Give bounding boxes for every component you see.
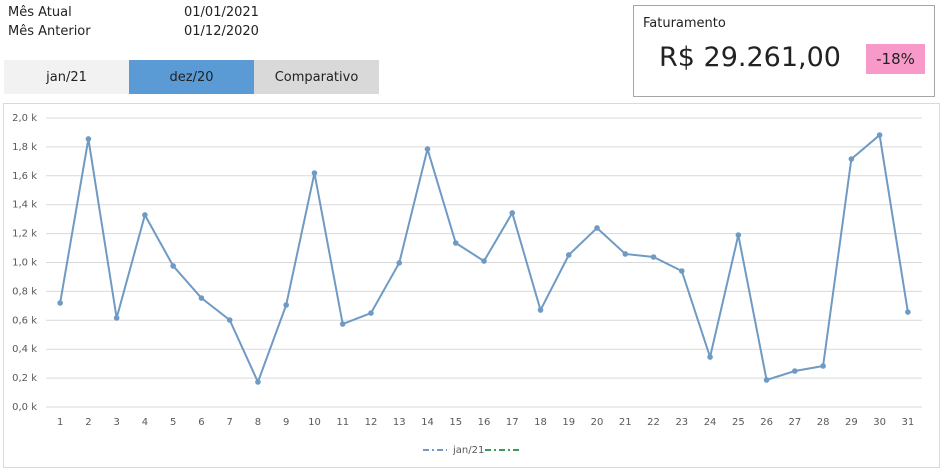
x-tick-label: 26 [760,417,773,428]
point [311,170,318,176]
y-tick-label: 1,6 k [12,171,37,182]
x-tick-label: 3 [113,417,119,428]
x-tick-label: 21 [619,417,632,428]
x-tick-label: 9 [283,417,289,428]
point [368,310,374,316]
point [876,132,883,138]
y-tick-label: 0,0 k [12,402,37,413]
y-tick-label: 2,0 k [12,113,37,124]
x-tick-label: 16 [478,417,491,428]
value: 01/12/2020 [184,24,259,39]
y-tick-label: 0,8 k [12,286,37,297]
y-tick-label: 0,2 k [12,373,37,384]
point [283,302,289,308]
point [142,212,148,218]
x-tick-label: 12 [365,417,378,428]
x-tick-label: 6 [198,417,204,428]
legend-label: jan/21 [452,445,484,456]
x-tick-label: 18 [534,417,547,428]
point [396,260,403,266]
point [565,252,572,258]
point [735,232,742,238]
point [226,317,233,323]
x-tick-label: 2 [85,417,91,428]
button[interactable]: Comparativo [254,60,379,94]
x-tick-label: 7 [226,417,232,428]
chart-frame [3,103,940,468]
x-tick-label: 24 [704,417,717,428]
point [198,295,205,301]
x-tick-label: 1 [57,417,63,428]
point [707,354,713,360]
x-tick-label: 15 [449,417,462,428]
point [594,225,600,231]
x-tick-label: 30 [873,417,886,428]
point [679,268,685,274]
point [650,254,657,260]
kpi-change: -18% [866,44,925,74]
point [509,210,516,216]
point [848,156,855,162]
button[interactable]: dez/20 [129,60,254,94]
point [622,251,629,257]
x-tick-label: 8 [255,417,261,428]
point [170,263,176,269]
x-tick-label: 11 [336,417,349,428]
y-tick-label: 1,8 k [12,142,37,153]
point [424,146,431,152]
kpi-title: Faturamento [643,16,726,31]
point [339,321,346,327]
x-tick-label: 19 [562,417,575,428]
x-tick-label: 23 [675,417,688,428]
point [792,368,798,374]
button[interactable]: jan/21 [4,60,129,94]
point [113,315,120,321]
x-tick-label: 22 [647,417,660,428]
y-tick-label: 1,2 k [12,229,37,240]
point [57,300,63,306]
x-tick-label: 27 [788,417,801,428]
y-tick-label: 0,6 k [12,315,37,326]
y-tick-label: 0,4 k [12,344,37,355]
x-tick-label: 28 [817,417,830,428]
point [481,258,487,264]
x-tick-label: 20 [591,417,604,428]
x-tick-label: 29 [845,417,858,428]
x-tick-label: 14 [421,417,434,428]
value: 01/01/2021 [184,5,259,20]
point [820,363,826,369]
point [85,136,92,142]
x-tick-label: 25 [732,417,745,428]
y-tick-label: 1,4 k [12,200,37,211]
y-tick-label: 1,0 k [12,258,37,269]
point [255,379,261,385]
kpi-card: Faturamento R$ 29.261,00 -18% [633,5,935,97]
x-tick-label: 31 [902,417,915,428]
label: Mês Atual [8,5,72,20]
point [452,240,459,246]
point [763,377,770,383]
label: Mês Anterior [8,24,91,39]
x-tick-label: 13 [393,417,406,428]
x-tick-label: 5 [170,417,176,428]
x-tick-label: 4 [142,417,148,428]
x-tick-label: 10 [308,417,321,428]
point [905,309,911,315]
x-tick-label: 17 [506,417,519,428]
kpi-value: R$ 29.261,00 [659,42,841,73]
point [537,307,544,313]
